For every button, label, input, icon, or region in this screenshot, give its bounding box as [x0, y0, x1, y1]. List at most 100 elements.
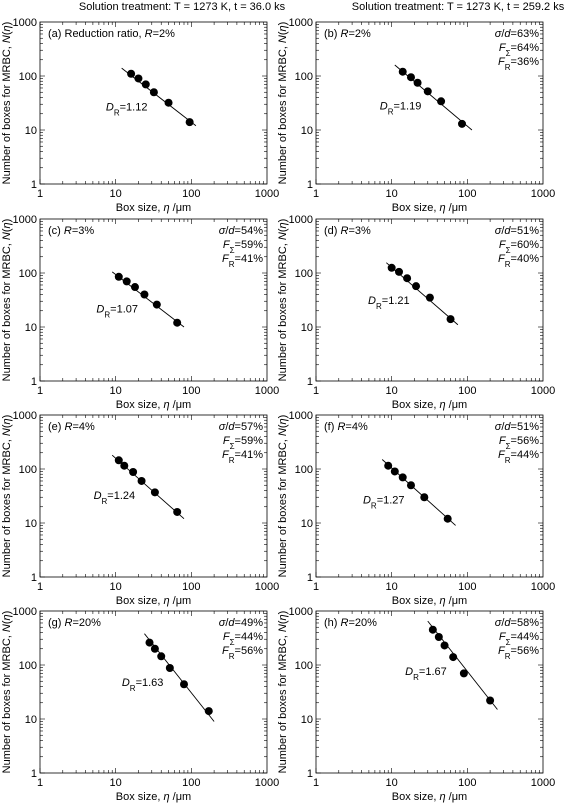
data-point — [150, 644, 159, 653]
stat-label: σ/d=49% — [219, 617, 263, 629]
stat-label: σ/d=58% — [495, 617, 539, 629]
x-tick-label: 1000 — [531, 385, 555, 397]
data-point — [425, 293, 434, 302]
data-point — [114, 272, 123, 281]
x-tick-label: 1 — [313, 777, 319, 789]
data-point — [173, 318, 182, 327]
data-point — [134, 74, 143, 83]
y-tick-label: 1 — [31, 376, 37, 388]
y-tick-label: 10 — [301, 322, 313, 334]
data-point — [387, 263, 396, 272]
stat-label: FΣ=44% — [223, 631, 263, 647]
stat-label: FΣ=59% — [223, 435, 263, 451]
data-point — [434, 633, 443, 642]
data-point — [145, 638, 154, 647]
y-tick-label: 1 — [307, 179, 313, 191]
data-point — [114, 456, 123, 465]
x-tick-label: 100 — [182, 581, 200, 593]
stat-label: FR=41% — [222, 449, 263, 465]
data-point — [398, 67, 407, 76]
panel-label: (e) R=4% — [48, 421, 95, 433]
plot-frame — [39, 610, 268, 774]
panel-label: (d) R=3% — [324, 225, 371, 237]
plot-frame — [39, 21, 268, 185]
data-point — [449, 653, 458, 662]
data-point — [440, 641, 449, 650]
stat-label: FΣ=44% — [499, 631, 539, 647]
x-tick-label: 100 — [458, 188, 476, 200]
data-point — [152, 300, 161, 309]
y-tick-label: 1 — [307, 768, 313, 780]
x-axis-label: Box size, η /μm — [392, 595, 467, 607]
data-point — [398, 473, 407, 482]
data-point — [384, 461, 393, 470]
y-tick-label: 1000 — [289, 410, 313, 422]
x-axis-label: Box size, η /μm — [392, 399, 467, 411]
data-point — [165, 663, 174, 672]
data-point — [428, 625, 437, 634]
x-tick-label: 1000 — [255, 188, 279, 200]
x-tick-label: 10 — [386, 777, 398, 789]
data-point — [457, 119, 466, 128]
plot-frame — [39, 414, 268, 578]
y-axis-label: Number of boxes for MRBC, N(η) — [277, 415, 289, 578]
x-tick-label: 100 — [458, 385, 476, 397]
y-tick-label: 1 — [31, 768, 37, 780]
y-tick-label: 10 — [25, 125, 37, 137]
stat-label: FR=44% — [498, 449, 539, 465]
y-tick-label: 1 — [307, 572, 313, 584]
plot-frame — [315, 218, 544, 382]
stat-label: FR=56% — [498, 645, 539, 661]
data-point — [122, 277, 131, 286]
x-tick-label: 10 — [386, 581, 398, 593]
x-tick-label: 1 — [313, 385, 319, 397]
x-tick-label: 1 — [37, 581, 43, 593]
data-point — [127, 69, 136, 78]
y-tick-label: 1000 — [13, 17, 37, 29]
y-axis-label: Number of boxes for MRBC, N(η) — [277, 22, 289, 185]
stat-label: FΣ=60% — [499, 239, 539, 255]
y-tick-label: 1000 — [289, 17, 313, 29]
data-point — [204, 707, 213, 716]
y-tick-label: 1000 — [289, 606, 313, 618]
data-point — [394, 267, 403, 276]
y-tick-label: 100 — [295, 71, 313, 83]
y-tick-label: 10 — [25, 322, 37, 334]
fractal-dimension-label: DR=1.63 — [122, 677, 164, 693]
x-tick-label: 1000 — [255, 385, 279, 397]
panel-e: 11 10 10 100 100 1000 1000 Box size, η /μm Numbe… — [1, 410, 279, 607]
x-tick-label: 1000 — [255, 581, 279, 593]
fractal-dimension-label: DR=1.67 — [405, 666, 447, 682]
panel-h: 11 10 10 100 100 1000 1000 Box size, η /μm Numbe… — [277, 606, 555, 803]
data-point — [412, 282, 421, 291]
panel-label: (g) R=20% — [48, 617, 101, 629]
panel-c: 11 10 10 100 100 1000 1000 Box size, η /μm Numbe… — [1, 214, 279, 411]
stat-label: FR=56% — [222, 645, 263, 661]
panel-g: 11 10 10 100 100 1000 1000 Box size, η /μm Numbe… — [1, 606, 279, 803]
y-tick-label: 1 — [31, 572, 37, 584]
y-axis-label: Number of boxes for MRBC, N(η) — [1, 415, 13, 578]
data-point — [141, 80, 150, 89]
panel-a: 11 10 10 100 100 1000 1000 Box size, η /μm Numbe… — [1, 17, 279, 214]
y-tick-label: 10 — [301, 714, 313, 726]
panel-label: (f) R=4% — [324, 421, 368, 433]
fractal-dimension-label: DR=1.24 — [94, 490, 136, 506]
y-axis-label: Number of boxes for MRBC, N(η) — [1, 219, 13, 382]
data-point — [149, 88, 158, 97]
x-tick-label: 1 — [313, 581, 319, 593]
panel-d: 11 10 10 100 100 1000 1000 Box size, η /μm Numbe… — [277, 214, 555, 411]
data-point — [437, 97, 446, 106]
fractal-dimension-label: DR=1.07 — [96, 303, 138, 319]
data-point — [413, 78, 422, 87]
data-point — [137, 476, 146, 485]
stat-label: FΣ=59% — [223, 239, 263, 255]
x-tick-label: 10 — [110, 385, 122, 397]
x-axis-label: Box size, η /μm — [392, 202, 467, 214]
stat-label: FΣ=64% — [499, 42, 539, 58]
x-axis-label: Box size, η /μm — [116, 595, 191, 607]
y-tick-label: 10 — [301, 518, 313, 530]
x-tick-label: 100 — [458, 581, 476, 593]
stat-label: FR=41% — [222, 253, 263, 269]
y-axis-label: Number of boxes for MRBC, N(η) — [277, 219, 289, 382]
